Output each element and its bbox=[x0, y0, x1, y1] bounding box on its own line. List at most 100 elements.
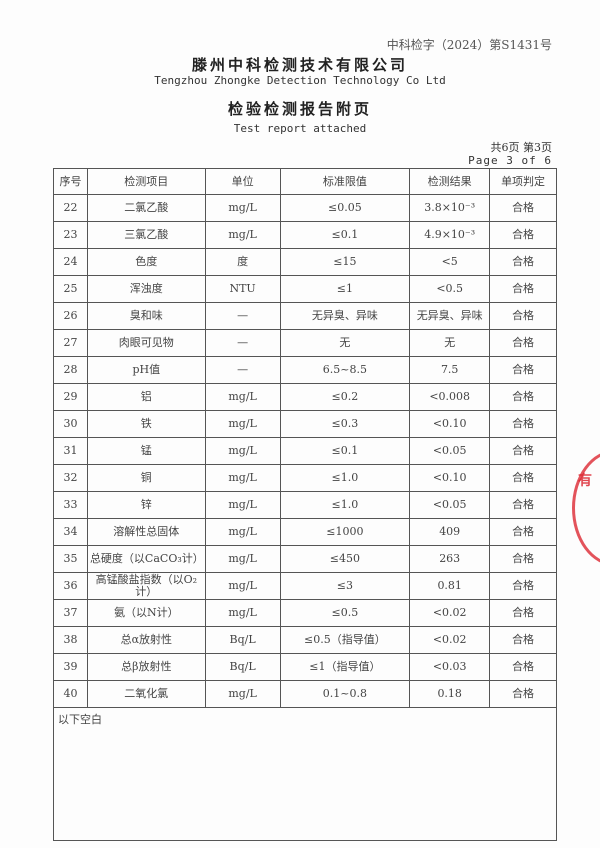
table-cell: mg/L bbox=[204, 545, 281, 573]
table-cell: 合格 bbox=[489, 383, 557, 411]
table-cell: 铜 bbox=[86, 464, 206, 492]
table-cell: 35 bbox=[53, 545, 88, 573]
table-cell: 36 bbox=[53, 572, 88, 600]
column-header: 检测结果 bbox=[409, 168, 491, 195]
table-cell: 度 bbox=[204, 248, 281, 276]
table-row: 27 肉眼可见物 — 无无合格 bbox=[53, 329, 557, 357]
table-cell: 39 bbox=[53, 653, 88, 681]
table-cell: ≤0.3 bbox=[279, 410, 411, 438]
table-cell: ≤0.2 bbox=[279, 383, 411, 411]
table-cell: 无 bbox=[279, 329, 411, 357]
table-cell: <0.008 bbox=[409, 383, 491, 411]
table-cell: 33 bbox=[53, 491, 88, 519]
table-cell: 锌 bbox=[86, 491, 206, 519]
table-cell: 二氯乙酸 bbox=[86, 194, 206, 222]
table-cell: ≤0.1 bbox=[279, 437, 411, 465]
table-cell: ≤3 bbox=[279, 572, 411, 600]
table-cell: — bbox=[204, 302, 281, 330]
table-cell: 浑浊度 bbox=[86, 275, 206, 303]
table-cell: 31 bbox=[53, 437, 88, 465]
table-cell: 24 bbox=[53, 248, 88, 276]
table-cell: 0.1~0.8 bbox=[279, 680, 411, 708]
table-cell: mg/L bbox=[204, 599, 281, 627]
table-cell: 合格 bbox=[489, 410, 557, 438]
column-header: 单位 bbox=[204, 168, 281, 195]
table-row: 33 锌 mg/L ≤1.0 <0.05 合格 bbox=[53, 491, 557, 519]
table-cell: 合格 bbox=[489, 545, 557, 573]
blank-row: 以下空白 bbox=[53, 707, 557, 841]
official-seal bbox=[572, 450, 600, 566]
table-cell: 32 bbox=[53, 464, 88, 492]
table-cell: 总α放射性 bbox=[86, 626, 206, 654]
table-cell: 30 bbox=[53, 410, 88, 438]
table-cell: 合格 bbox=[489, 599, 557, 627]
table-row: 24 色度度 ≤15 <5 合格 bbox=[53, 248, 557, 276]
table-cell: ≤1（指导值） bbox=[279, 653, 411, 681]
table-cell: 7.5 bbox=[409, 356, 491, 384]
table-cell: <5 bbox=[409, 248, 491, 276]
table-cell: 6.5~8.5 bbox=[279, 356, 411, 384]
table-cell: mg/L bbox=[204, 437, 281, 465]
company-name-cn: 滕州中科检测技术有限公司 bbox=[191, 56, 408, 74]
table-cell: — bbox=[204, 356, 281, 384]
table-cell: 263 bbox=[409, 545, 491, 573]
table-cell: 37 bbox=[53, 599, 88, 627]
table-cell: 409 bbox=[409, 518, 491, 546]
table-cell: <0.02 bbox=[409, 599, 491, 627]
table-cell: <0.02 bbox=[409, 626, 491, 654]
table-cell: 合格 bbox=[489, 680, 557, 708]
table-row: 32 铜 mg/L ≤1.0 <0.10 合格 bbox=[53, 464, 557, 492]
column-header: 标准限值 bbox=[279, 168, 411, 195]
table-cell: 高锰酸盐指数（以O₂计） bbox=[86, 572, 206, 600]
table-cell: 合格 bbox=[489, 248, 557, 276]
table-cell: 合格 bbox=[489, 491, 557, 519]
table-cell: 3.8×10⁻³ bbox=[409, 194, 491, 222]
table-row: 22 二氯乙酸 mg/L ≤0.05 3.8×10⁻³ 合格 bbox=[53, 194, 557, 222]
table-cell: 合格 bbox=[489, 302, 557, 330]
table-row: 35 总硬度（以CaCO₃计） mg/L ≤450 263 合格 bbox=[53, 545, 557, 573]
table-row: 39 总β放射性 Bq/L ≤1（指导值） <0.03 合格 bbox=[53, 653, 557, 681]
table-cell: 臭和味 bbox=[86, 302, 206, 330]
table-cell: ≤15 bbox=[279, 248, 411, 276]
table-cell: 40 bbox=[53, 680, 88, 708]
table-cell: 总β放射性 bbox=[86, 653, 206, 681]
table-cell: mg/L bbox=[204, 194, 281, 222]
table-row: 31 锰 mg/L ≤0.1 <0.05 合格 bbox=[53, 437, 557, 465]
table-cell: 29 bbox=[53, 383, 88, 411]
table-cell: 合格 bbox=[489, 356, 557, 384]
table-row: 40 二氧化氯 mg/L 0.1~0.8 0.18 合格 bbox=[53, 680, 557, 708]
table-cell: Bq/L bbox=[204, 653, 281, 681]
table-cell: 22 bbox=[53, 194, 88, 222]
table-cell: <0.5 bbox=[409, 275, 491, 303]
table-cell: 合格 bbox=[489, 275, 557, 303]
table-row: 23 三氯乙酸 mg/L ≤0.1 4.9×10⁻³ 合格 bbox=[53, 221, 557, 249]
table-cell: 二氧化氯 bbox=[86, 680, 206, 708]
table-cell: <0.10 bbox=[409, 464, 491, 492]
table-cell: 合格 bbox=[489, 626, 557, 654]
report-title-cn: 检验检测报告附页 bbox=[227, 100, 372, 118]
table-cell: 无异臭、异味 bbox=[279, 302, 411, 330]
table-cell: 色度 bbox=[86, 248, 206, 276]
column-header: 序号 bbox=[53, 168, 88, 195]
results-table: 序号 检测项目 单位 标准限值 检测结果 单项判定 22 二氯乙酸 mg/L ≤0.05 3.8×… bbox=[53, 168, 557, 841]
table-cell: NTU bbox=[204, 275, 281, 303]
table-cell: 34 bbox=[53, 518, 88, 546]
page-number-en: Page 3 of 6 bbox=[468, 154, 552, 167]
table-row: 38 总α放射性 Bq/L ≤0.5（指导值） <0.02 合格 bbox=[53, 626, 557, 654]
table-cell: 合格 bbox=[489, 194, 557, 222]
company-name-en: Tengzhou Zhongke Detection Technology Co… bbox=[154, 74, 446, 87]
footer-note: 以下空白 bbox=[53, 707, 557, 841]
table-cell: mg/L bbox=[204, 410, 281, 438]
report-title-en: Test report attached bbox=[233, 122, 367, 135]
table-row: 36 高锰酸盐指数（以O₂计） mg/L ≤3 0.81 合格 bbox=[53, 572, 557, 600]
table-cell: mg/L bbox=[204, 680, 281, 708]
table-cell: 总硬度（以CaCO₃计） bbox=[86, 545, 206, 573]
table-row: 30 铁 mg/L ≤0.3 <0.10 合格 bbox=[53, 410, 557, 438]
table-cell: 合格 bbox=[489, 653, 557, 681]
seal-text: 有 bbox=[578, 473, 592, 489]
table-cell: 0.18 bbox=[409, 680, 491, 708]
table-cell: ≤1000 bbox=[279, 518, 411, 546]
table-cell: mg/L bbox=[204, 464, 281, 492]
table-cell: 0.81 bbox=[409, 572, 491, 600]
